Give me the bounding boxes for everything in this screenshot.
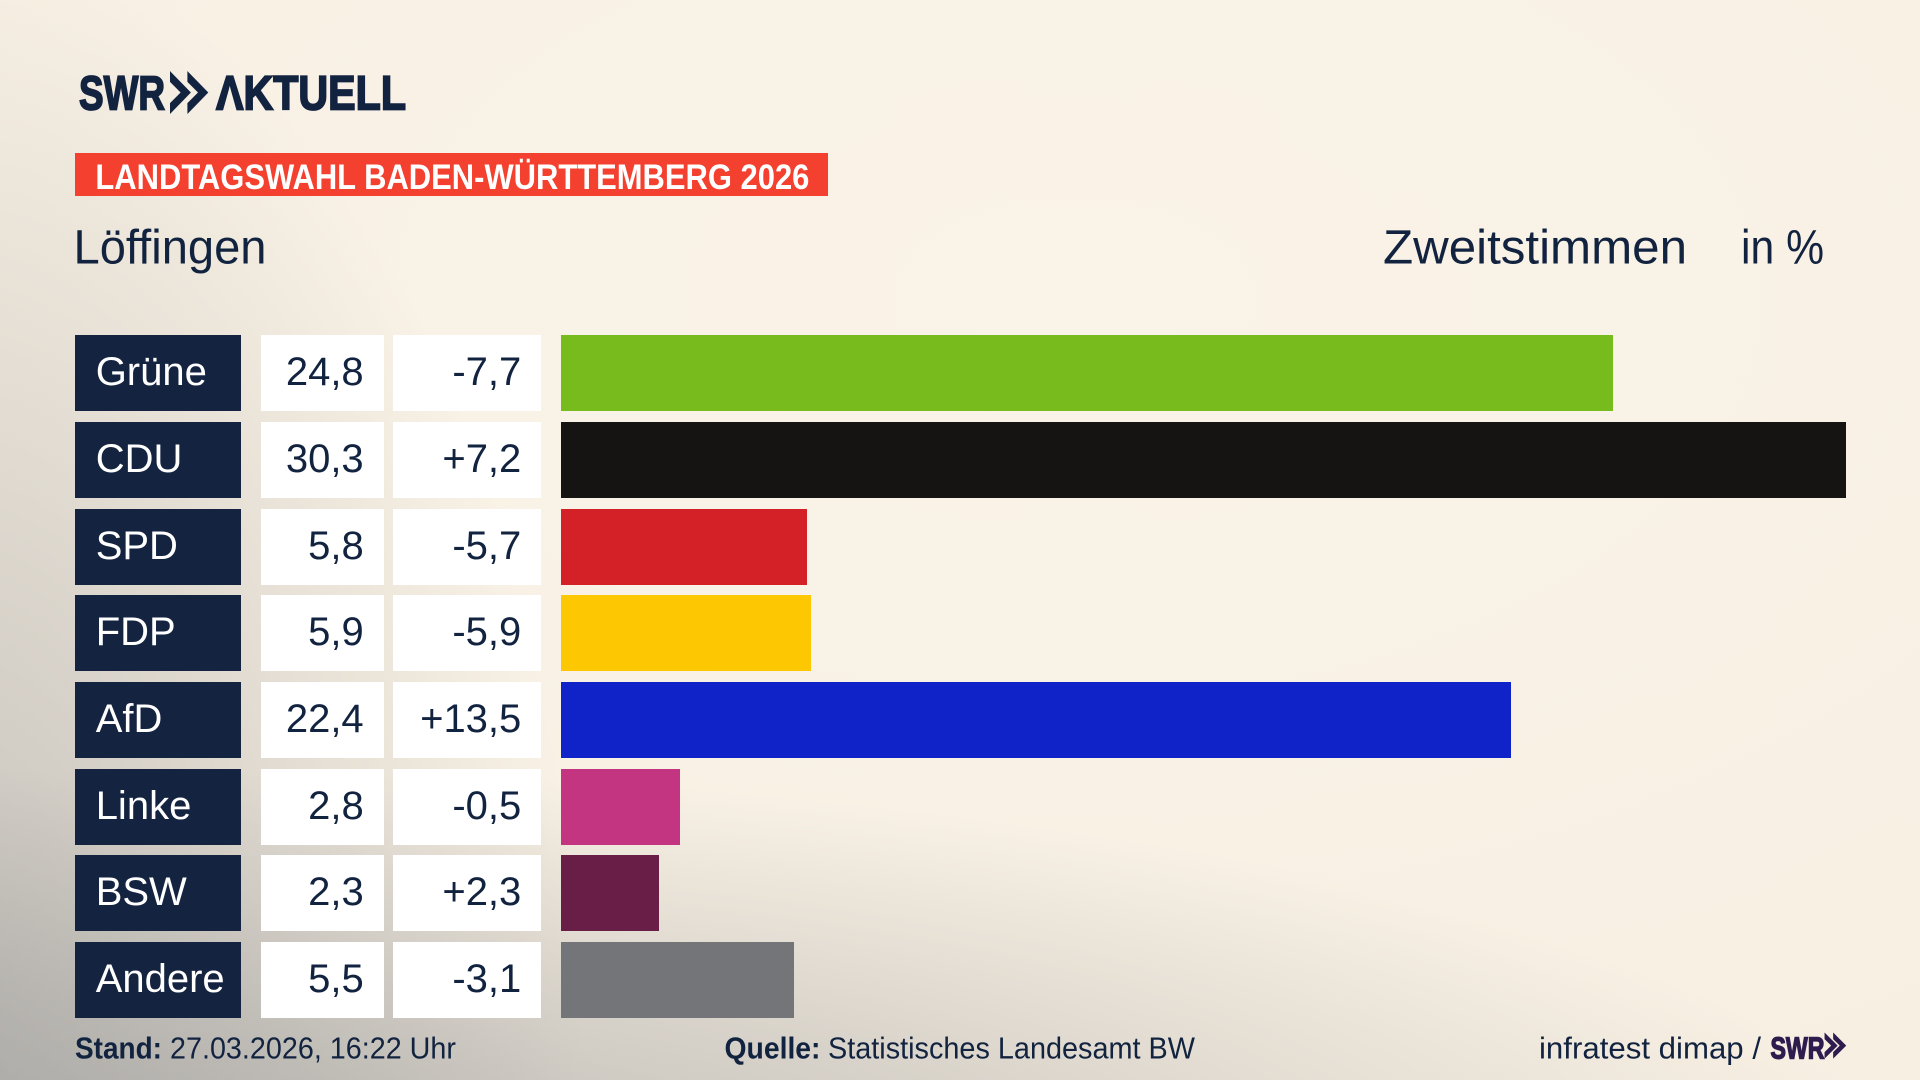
svg-text:Löffingen: Löffingen — [74, 221, 267, 274]
svg-text:SWR: SWR — [79, 67, 165, 120]
svg-text:ΛKTUELL: ΛKTUELL — [216, 67, 406, 120]
svg-text:SWR: SWR — [1771, 1031, 1825, 1066]
svg-text:Zweitstimmen: Zweitstimmen — [1383, 221, 1687, 274]
svg-text:infratest dimap /: infratest dimap / — [1539, 1031, 1761, 1066]
svg-text:Quelle:: Quelle: — [725, 1031, 821, 1066]
svg-text:27.03.2026, 16:22 Uhr: 27.03.2026, 16:22 Uhr — [170, 1031, 456, 1066]
svg-text:LANDTAGSWAHL BADEN-WÜRTTEMBERG: LANDTAGSWAHL BADEN-WÜRTTEMBERG 2026 — [95, 157, 809, 197]
svg-text:in %: in % — [1741, 221, 1824, 274]
svg-text:Stand:: Stand: — [75, 1031, 162, 1066]
svg-text:Statistisches Landesamt BW: Statistisches Landesamt BW — [828, 1031, 1196, 1066]
